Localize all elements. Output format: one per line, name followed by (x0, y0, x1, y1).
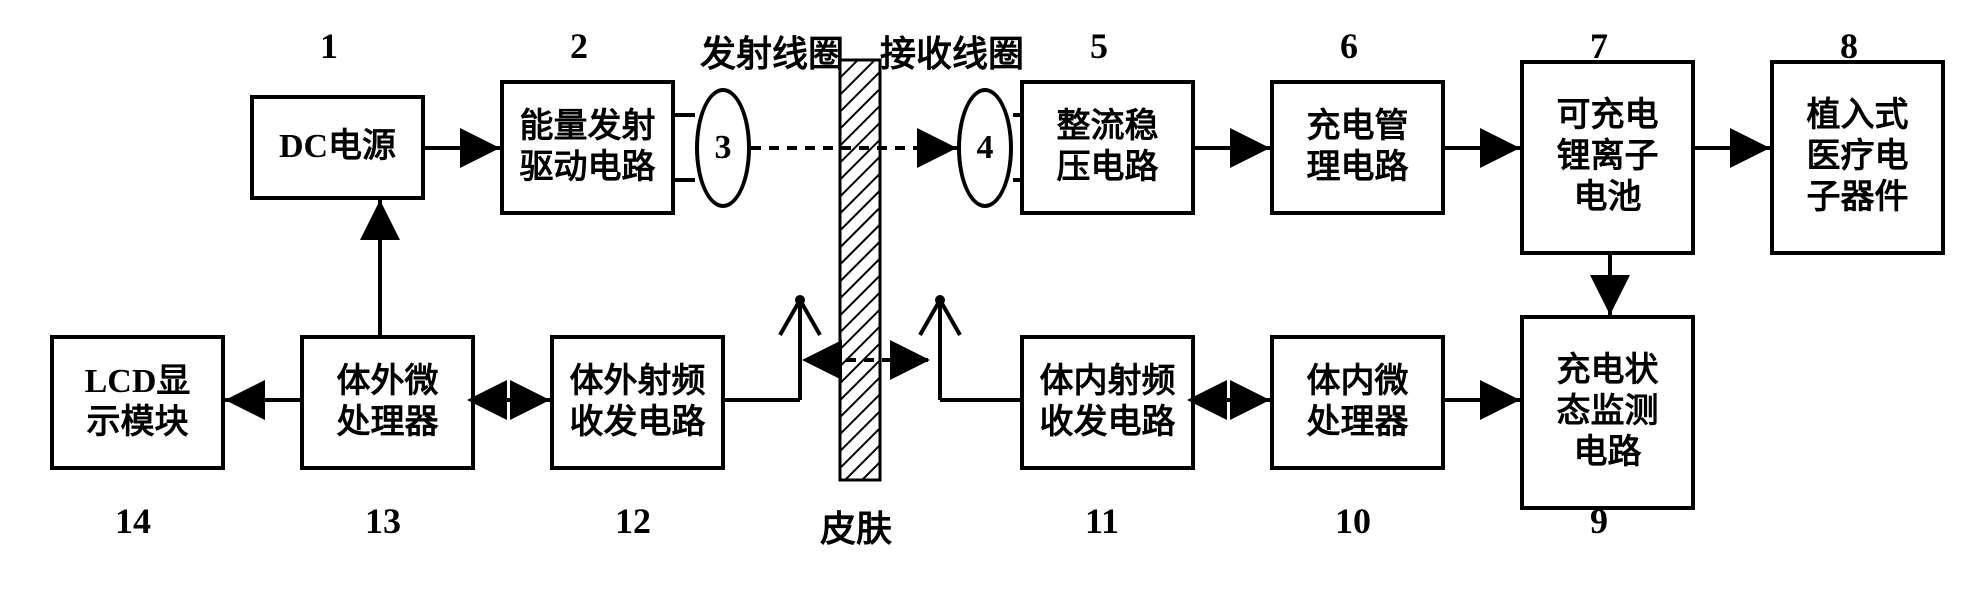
tx-coil: 3 (695, 88, 751, 208)
block-rectifier: 整流稳 压电路 (1020, 80, 1195, 215)
block-ext-rf: 体外射频 收发电路 (550, 335, 725, 470)
num-8: 8 (1840, 25, 1858, 67)
block-tx-driver: 能量发射 驱动电路 (500, 80, 675, 215)
rx-coil: 4 (957, 88, 1013, 208)
block-text: 能量发射 驱动电路 (520, 107, 656, 189)
block-text: LCD显 示模块 (85, 362, 191, 444)
block-ext-mcu: 体外微 处理器 (300, 335, 475, 470)
block-liion-battery: 可充电 锂离子 电池 (1520, 60, 1695, 255)
block-text: 可充电 锂离子 电池 (1557, 96, 1659, 218)
block-implant-device: 植入式 医疗电 子器件 (1770, 60, 1945, 255)
num-7: 7 (1590, 25, 1608, 67)
block-lcd: LCD显 示模块 (50, 335, 225, 470)
block-text: 植入式 医疗电 子器件 (1807, 96, 1909, 218)
num-13: 13 (365, 500, 401, 542)
num-1: 1 (320, 25, 338, 67)
num-14: 14 (115, 500, 151, 542)
block-int-rf: 体内射频 收发电路 (1020, 335, 1195, 470)
block-text: DC电源 (279, 127, 396, 168)
coil-number: 4 (977, 129, 994, 167)
block-dc-power: DC电源 (250, 95, 425, 200)
num-2: 2 (570, 25, 588, 67)
num-12: 12 (615, 500, 651, 542)
label-skin: 皮肤 (820, 500, 892, 552)
block-text: 体内射频 收发电路 (1040, 362, 1176, 444)
block-text: 体内微 处理器 (1307, 362, 1409, 444)
block-text: 体外微 处理器 (337, 362, 439, 444)
block-int-mcu: 体内微 处理器 (1270, 335, 1445, 470)
num-11: 11 (1085, 500, 1119, 542)
num-10: 10 (1335, 500, 1371, 542)
block-charge-mgmt: 充电管 理电路 (1270, 80, 1445, 215)
label-tx-coil: 发射线圈 (700, 25, 844, 77)
block-charge-monitor: 充电状 态监测 电路 (1520, 315, 1695, 510)
block-text: 充电状 态监测 电路 (1557, 351, 1659, 473)
block-text: 体外射频 收发电路 (570, 362, 706, 444)
coil-number: 3 (715, 129, 732, 167)
label-rx-coil: 接收线圈 (880, 25, 1024, 77)
block-text: 整流稳 压电路 (1057, 107, 1159, 189)
num-6: 6 (1340, 25, 1358, 67)
block-diagram: DC电源 能量发射 驱动电路 整流稳 压电路 充电管 理电路 可充电 锂离子 电… (0, 0, 1964, 596)
num-9: 9 (1590, 500, 1608, 542)
num-5: 5 (1090, 25, 1108, 67)
block-text: 充电管 理电路 (1307, 107, 1409, 189)
